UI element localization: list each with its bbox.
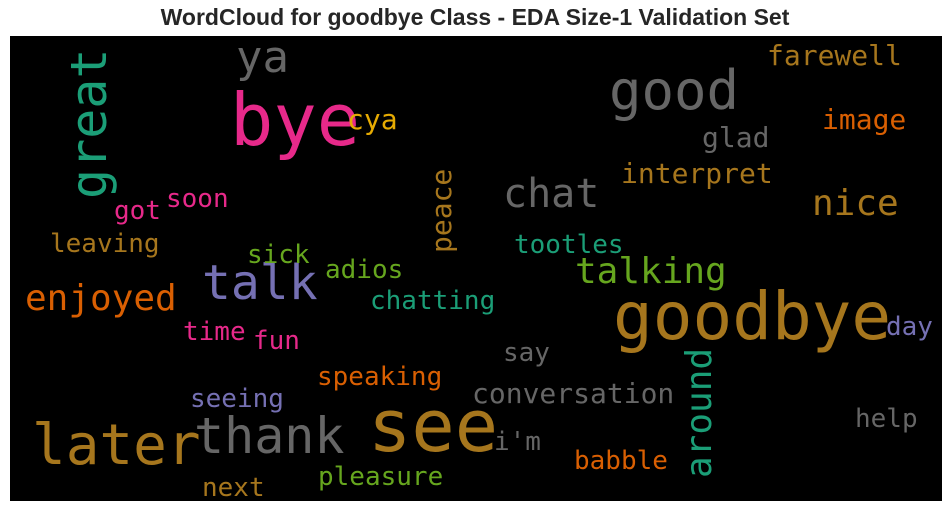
word-good: good — [609, 59, 740, 122]
word-leaving: leaving — [50, 229, 160, 259]
word-later: later — [32, 413, 201, 478]
word-around: around — [679, 347, 720, 478]
word-farewell: farewell — [767, 39, 902, 72]
word-i-m: i'm — [494, 427, 541, 457]
word-speaking: speaking — [317, 362, 443, 392]
word-glad: glad — [702, 121, 770, 154]
word-interpret: interpret — [621, 157, 773, 190]
word-say: say — [503, 338, 550, 368]
word-conversation: conversation — [472, 377, 675, 410]
wordcloud-canvas: bye see goodbye good later thank great talk ya ar… — [10, 36, 942, 501]
word-seeing: seeing — [190, 384, 284, 414]
word-talk: talk — [202, 255, 318, 311]
word-talking: talking — [575, 251, 727, 292]
word-sick: sick — [247, 240, 310, 270]
word-tootles: tootles — [514, 230, 624, 260]
word-thank: thank — [194, 407, 345, 465]
word-goodbye: goodbye — [613, 278, 892, 355]
word-time: time — [183, 317, 246, 347]
word-chatting: chatting — [370, 286, 496, 316]
word-next: next — [202, 473, 265, 501]
word-great: great — [60, 47, 118, 199]
word-pleasure: pleasure — [318, 462, 444, 492]
word-enjoyed: enjoyed — [25, 278, 177, 319]
word-cya: cya — [347, 103, 398, 136]
word-help: help — [855, 404, 918, 434]
word-peace: peace — [425, 169, 458, 254]
word-day: day — [886, 312, 933, 342]
word-nice: nice — [812, 183, 899, 224]
word-babble: babble — [574, 446, 668, 476]
word-see: see — [368, 384, 499, 468]
word-soon: soon — [166, 184, 229, 214]
word-got: got — [114, 196, 161, 226]
word-image: image — [822, 103, 907, 136]
word-fun: fun — [253, 326, 300, 356]
word-ya: ya — [236, 36, 289, 83]
word-chat: chat — [503, 171, 600, 217]
chart-title: WordCloud for goodbye Class - EDA Size-1… — [160, 4, 790, 30]
word-bye: bye — [230, 78, 361, 162]
word-adios: adios — [325, 255, 404, 285]
